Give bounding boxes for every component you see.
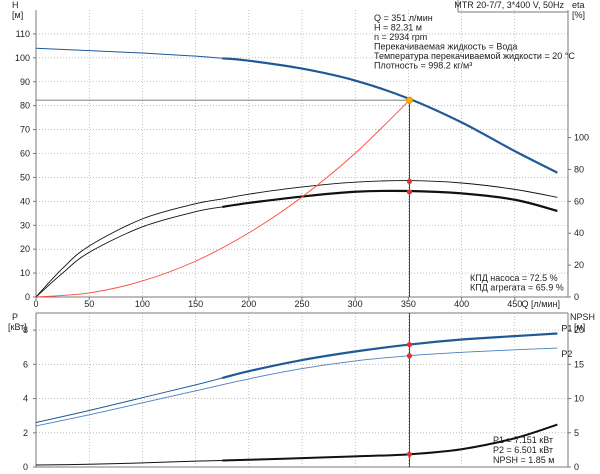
efficiency-label-1: КПД агрегата = 65.9 %: [470, 283, 564, 293]
info-line-0: Q = 351 л/мин: [374, 13, 433, 23]
lower-value-label-2: NPSH = 1.85 м: [493, 455, 554, 465]
upper-x-tick-label-6: 300: [348, 299, 363, 309]
efficiency-marker-0: [406, 178, 413, 185]
lower-right-tick-label-2: 10: [574, 394, 584, 404]
upper-x-tick-label-2: 100: [135, 299, 150, 309]
upper-x-tick-label-9: 450: [507, 299, 522, 309]
upper-right-tick-label-5: 100: [574, 133, 589, 143]
upper-x-tick-label-0: 0: [33, 299, 38, 309]
lower-left-tick-label-4: 8: [23, 325, 28, 335]
upper-x-tick-label-4: 200: [241, 299, 256, 309]
upper-left-tick-label-3: 30: [20, 220, 30, 230]
p1-curve-thin: [35, 377, 223, 423]
upper-x-tick-label-8: 400: [454, 299, 469, 309]
upper-x-tick-label-3: 150: [188, 299, 203, 309]
upper-right-axis-title-2: [%]: [572, 10, 585, 20]
unit-efficiency-curve-operating: [222, 189, 558, 212]
lower-duty-marker-2: [406, 451, 413, 457]
lower-left-tick-label-2: 4: [23, 394, 28, 404]
npsh-curve-thin: [35, 460, 223, 466]
upper-left-tick-label-6: 60: [20, 149, 30, 159]
p1-series-label: P1: [561, 324, 572, 334]
upper-right-tick-label-1: 20: [574, 260, 584, 270]
info-line-5: Плотность = 998.2 кг/м³: [374, 61, 472, 71]
lower-left-tick-label-0: 0: [23, 462, 28, 472]
lower-left-axis-title-2: [кВт]: [8, 322, 27, 332]
lower-duty-marker-0: [406, 342, 413, 348]
upper-left-tick-label-9: 90: [20, 77, 30, 87]
upper-left-tick-label-11: 110: [16, 29, 30, 39]
info-line-3: Перекачиваемая жидкость = Вода: [374, 42, 517, 52]
lower-right-tick-label-1: 5: [574, 428, 579, 438]
p2-series-label: P2: [561, 349, 572, 359]
upper-left-axis-title-2: [м]: [12, 10, 23, 20]
lower-duty-marker-1: [406, 353, 413, 359]
unit-efficiency-curve-thin: [35, 206, 223, 298]
npsh-curve-operating: [222, 423, 558, 462]
upper-left-tick-label-10: 100: [15, 53, 30, 63]
lower-value-label-0: P1 = 7.151 кВт: [493, 435, 553, 445]
efficiency-marker-1: [406, 189, 413, 195]
upper-left-tick-label-5: 50: [20, 172, 30, 182]
upper-right-tick-label-0: 0: [574, 292, 579, 302]
chart-title: MTR 20-7/7, 3*400 V, 50Hz: [454, 0, 564, 10]
lower-right-axis-title-1: NPSH: [570, 312, 595, 322]
upper-left-tick-label-0: 0: [25, 292, 30, 302]
efficiency-label-0: КПД насоса = 72.5 %: [470, 273, 558, 283]
info-line-1: H = 82.31 м: [374, 23, 422, 33]
upper-x-tick-label-1: 50: [84, 299, 94, 309]
upper-left-axis-title-1: H: [12, 0, 19, 10]
info-line-4: Температура перекачиваемой жидкости = 20…: [374, 51, 575, 61]
upper-left-tick-label-8: 80: [20, 101, 30, 111]
upper-left-tick-label-2: 20: [20, 244, 30, 254]
lower-right-tick-label-0: 0: [574, 462, 579, 472]
lower-right-axis-title-2: [м]: [574, 322, 585, 332]
p2-curve: [35, 347, 558, 427]
info-line-2: n = 2934 rpm: [374, 32, 427, 42]
upper-x-tick-label-7: 350: [401, 299, 416, 309]
duty-point-marker: [405, 96, 413, 104]
system-curve: [35, 99, 410, 298]
lower-left-tick-label-1: 2: [23, 428, 28, 438]
lower-left-tick-label-3: 6: [23, 359, 28, 369]
upper-right-tick-label-3: 60: [574, 196, 584, 206]
head-curve-operating: [222, 57, 558, 174]
lower-right-tick-label-3: 15: [574, 359, 584, 369]
head-curve-thin: [35, 47, 223, 59]
lower-left-axis-title-1: P: [12, 312, 18, 322]
pump-efficiency-curve: [35, 180, 558, 298]
lower-value-label-1: P2 = 6.501 кВт: [493, 445, 553, 455]
upper-x-tick-label-5: 250: [294, 299, 309, 309]
lower-right-tick-label-4: 20: [574, 325, 584, 335]
p1-curve-operating: [221, 332, 558, 380]
upper-left-tick-label-4: 40: [20, 196, 30, 206]
upper-left-tick-label-1: 10: [20, 268, 30, 278]
upper-right-tick-label-2: 40: [574, 228, 584, 238]
upper-right-axis-title-1: eta: [572, 0, 585, 10]
upper-right-tick-label-4: 80: [574, 164, 584, 174]
upper-x-axis-label: Q [л/мин]: [522, 299, 560, 309]
upper-left-tick-label-7: 70: [20, 125, 30, 135]
